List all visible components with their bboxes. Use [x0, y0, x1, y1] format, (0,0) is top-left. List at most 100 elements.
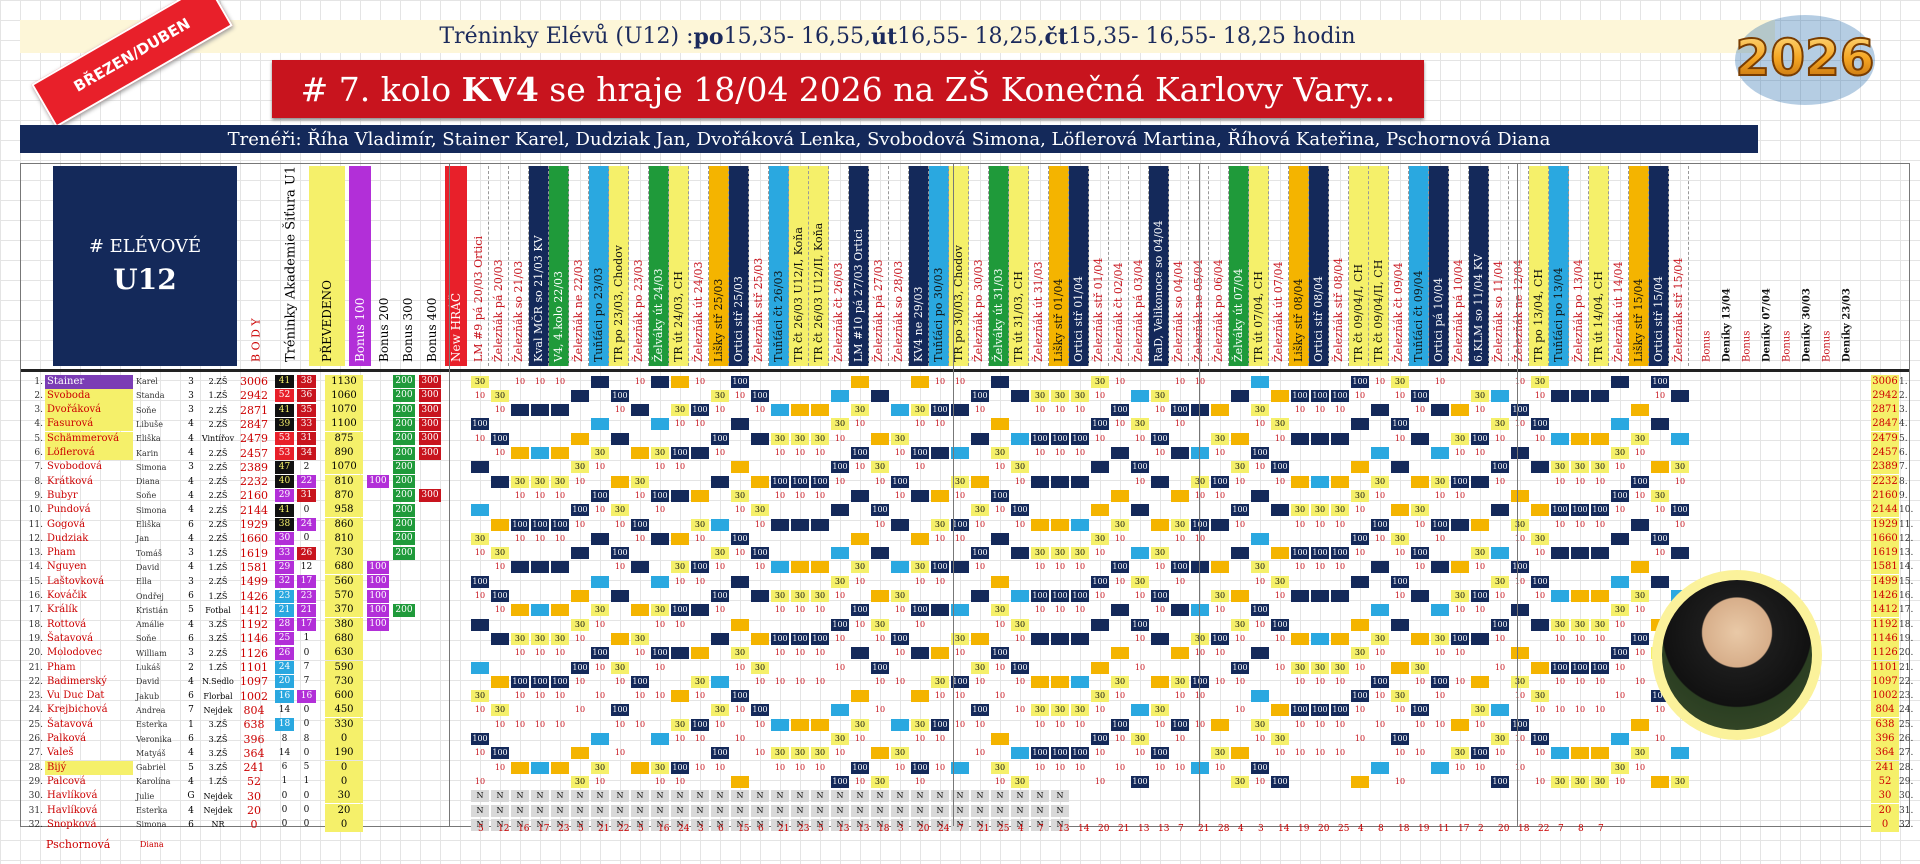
table-row[interactable]: 3. Dvořáková Soňe 3 2.ZŠ 2871 41 35 1070 200 300 10… [21, 403, 1909, 418]
player-surname: Laštovková [47, 575, 105, 587]
attendance-mark: 10 [874, 633, 886, 643]
attendance-mark: 10 [1054, 719, 1066, 729]
bonus-300-badge: 300 [419, 489, 441, 503]
table-row[interactable]: 13. Pham Tomáš 3 1.ZŠ 1619 33 26 730 200 10 30 100 30… [21, 546, 1913, 561]
player-grade: 4 [188, 562, 194, 573]
attendance-mark [1311, 632, 1329, 645]
attendance-mark [1251, 532, 1269, 545]
table-row[interactable]: 2. Svoboda Standa 3 1.ZŠ 2942 52 36 1060 200 300 10… [21, 388, 1909, 403]
player-firstname: Esterka [136, 720, 168, 730]
table-row[interactable]: 17. Králík Kristián 5 Fotbal 1412 21 21 370 100 20… [21, 603, 1913, 618]
attendance-mark [471, 504, 489, 517]
attendance-mark: 10 [1374, 533, 1386, 543]
player-surname: Palcová [47, 775, 86, 787]
attendance-mark [1551, 547, 1569, 560]
table-row[interactable]: 5. Schämmerová Eliška 4 Vintířov 2479 53 31 875 2… [21, 431, 1909, 446]
attendance-mark: 10 [554, 376, 566, 386]
table-row[interactable]: 25. Šatavová Esterka 1 3.ZŠ 638 18 0 330 10 10 10 10… [21, 717, 1913, 732]
attendance-mark: 10 [514, 719, 526, 729]
academy-count: 41 [275, 375, 294, 388]
attendance-mark [1431, 447, 1449, 459]
attendance-mark: 100 [1471, 747, 1489, 760]
table-row[interactable]: 30. Havlíková Julie G Nejdek 30 0 0 30 N N N N N N N N N N… [21, 789, 1913, 804]
attendance-mark: 10 [474, 705, 486, 715]
attendance-mark [911, 489, 929, 502]
attendance-mark [631, 447, 649, 459]
attendance-mark [831, 389, 849, 402]
attendance-mark [1511, 647, 1529, 660]
table-row[interactable]: 27. Valeš Matyáš 4 3.ZŠ 364 14 0 190 10 100 10 100 10… [21, 746, 1913, 761]
attendance-mark [771, 718, 789, 731]
row-number: 25. [28, 719, 43, 730]
table-row[interactable]: 9. Bubyr Soňe 4 2.ZŠ 2160 29 31 870 200 300 10 10 10 1… [21, 488, 1909, 503]
event-column-header: Železňák stř 25/03 [749, 166, 769, 366]
attendance-mark: 100 [831, 775, 849, 788]
table-row[interactable]: 11. Gogová Eliška 6 2.ZŠ 1929 38 24 860 200 100 100… [21, 517, 1913, 532]
attendance-mark: 30 [1151, 704, 1169, 717]
attendance-mark: 10 [1414, 748, 1426, 758]
attendance-mark: 10 [534, 490, 546, 500]
total-points: 2389 [1871, 460, 1899, 475]
attendance-mark [971, 432, 989, 445]
table-row[interactable]: 23. Vu Duc Dat Jakub 6 Florbal 1002 16 16 600 30 1… [21, 689, 1913, 704]
transferred-points: 730 [325, 674, 363, 689]
table-row[interactable]: 12. Dudziak Jan 4 2.ZŠ 1660 30 0 810 200 30 10 10 10 1… [21, 531, 1913, 546]
table-row[interactable]: 28. Bijý Gabriel 5 3.ZŠ 241 6 5 0 10 30 30 100 10 10 10… [21, 760, 1913, 775]
table-row[interactable]: 21. Pham Lukáš 2 1.ZŠ 1101 24 7 590 100 10 30 10 10 30… [21, 660, 1913, 675]
table-row[interactable]: 29. Palcová Karolína 4 1.ZŠ 52 1 1 0 10 30 10 10 10 10… [21, 774, 1913, 789]
training-count: 21 [297, 603, 316, 617]
player-school: 2.ZŠ [208, 462, 228, 472]
table-row[interactable]: 15. Laštovková Ella 3 2.ZŠ 1499 32 17 560 100 100 1… [21, 574, 1913, 589]
transferred-points: 875 [325, 431, 363, 446]
attendance-mark: 10 [854, 419, 866, 429]
table-row[interactable]: 1. Stainer Karel 3 2.ZŠ 3006 41 38 1130 200 300 30 1… [21, 374, 1909, 389]
attendance-mark: 10 [1534, 548, 1546, 558]
attendance-mark [1331, 590, 1349, 602]
transferred-points: 600 [325, 689, 363, 704]
attendance-mark: 30 [551, 632, 569, 645]
table-row[interactable]: 14. Nguyen David 4 1.ZŠ 1581 29 12 680 100 10 10 30 1… [21, 560, 1913, 575]
table-row[interactable]: 20. Molodovec William 3 2.ZŠ 1126 26 0 630 10 10 10… [21, 646, 1913, 661]
transferred-points: 20 [325, 803, 363, 818]
table-row[interactable]: 16. Kováčik Ondřej 6 1.ZŠ 1426 23 23 570 100 10 100… [21, 589, 1913, 604]
player-grade: 4 [188, 533, 194, 544]
event-column-header: Železňák pá 10/04 [1449, 166, 1469, 366]
attendance-mark [611, 590, 629, 602]
event-column-header: TR čt 09/04/II, CH [1369, 166, 1389, 366]
event-column-header: Železňák stř 15/04 [1669, 166, 1689, 366]
footer-count: 7 [1558, 824, 1564, 834]
attendance-mark: 100 [1331, 389, 1349, 402]
table-row[interactable]: 22. Badimerský David 4 N.Sedlo 1097 20 7 730 100 1… [21, 674, 1913, 689]
attendance-mark: 10 [1234, 519, 1246, 529]
attendance-mark [1271, 389, 1289, 402]
player-grade: 4 [188, 505, 194, 516]
attendance-mark: 10 [974, 519, 986, 529]
attendance-mark: 10 [1094, 776, 1106, 786]
table-row[interactable]: 32. Snopková Simona 6 NR 0 0 0 0 N N N N N N N N N N N N N N N N… [21, 817, 1913, 832]
table-row[interactable]: 24. Krejbichová Andrea 7 Nejdek 804 14 0 450 10 30… [21, 703, 1913, 718]
footer-count: 22 [618, 824, 630, 834]
attendance-mark: 10 [1474, 405, 1486, 415]
attendance-mark: 10 [994, 691, 1006, 701]
table-row[interactable]: 7. Svobodová Simona 3 2.ZŠ 2389 47 2 1070 200 30 10… [21, 460, 1909, 475]
attendance-mark [1391, 461, 1409, 474]
attendance-mark: 10 [734, 662, 746, 672]
table-row[interactable]: 4. Fasurová Libuše 4 2.ZŠ 2847 39 33 1100 200 300 1… [21, 417, 1909, 432]
attendance-mark: 10 [1154, 719, 1166, 729]
attendance-mark: 10 [1634, 448, 1646, 457]
attendance-mark [631, 561, 649, 574]
table-row[interactable]: 10. Pundová Simona 4 2.ZŠ 2144 41 0 958 200 100 10 3… [21, 503, 1913, 518]
table-row[interactable]: 6. Löflerová Karin 4 2.ZŠ 2457 53 34 890 200 300 10… [21, 446, 1909, 461]
attendance-mark: 100 [1431, 675, 1449, 688]
table-row[interactable]: 18. Rottová Amálie 4 3.ZŠ 1192 28 17 380 100 30 10 1… [21, 617, 1913, 632]
table-row[interactable]: 19. Šatavová Soňe 6 3.ZŠ 1146 25 1 680 30 30 30 10 30… [21, 631, 1913, 646]
attendance-mark: 10 [1534, 390, 1546, 400]
table-row[interactable]: 26. Palková Veronika 6 3.ZŠ 396 8 8 0 100 10 10 10 30… [21, 732, 1913, 747]
row-number-right: 12. [1899, 533, 1914, 544]
table-row[interactable]: 31. Havlíková Esterka 4 Nejdek 20 0 0 20 N N N N N N N N… [21, 803, 1913, 818]
table-row[interactable]: 8. Krátková Diana 4 2.ZŠ 2232 40 22 810 100 200 30 3… [21, 474, 1909, 489]
player-firstname: Soňe [136, 491, 157, 501]
training-count: 26 [297, 546, 316, 560]
attendance-mark: 10 [854, 734, 866, 743]
event-column-header: 6.KLM so 11/04 KV [1469, 166, 1489, 366]
